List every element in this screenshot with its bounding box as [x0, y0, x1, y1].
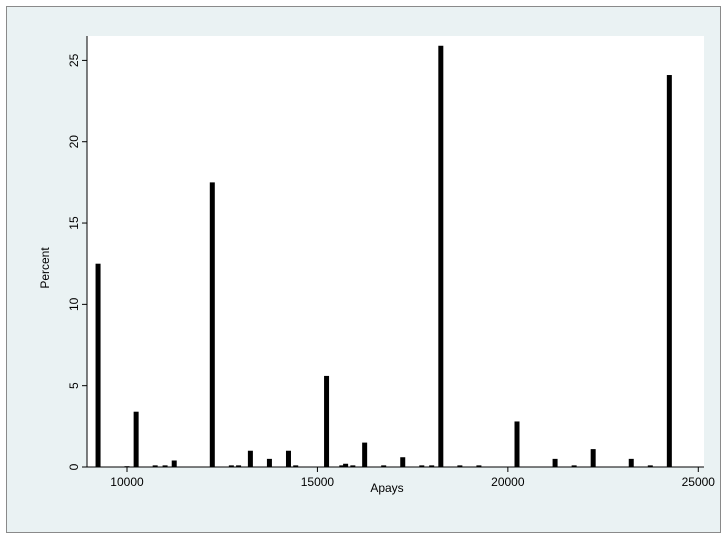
histogram-bar	[152, 465, 158, 467]
histogram-bar	[133, 411, 139, 467]
histogram-bar	[381, 465, 387, 467]
x-tick-label: 25000	[682, 475, 716, 489]
y-tick-label: 0	[67, 463, 81, 470]
histogram-bar	[476, 465, 482, 467]
histogram-bar	[171, 460, 177, 467]
y-tick-label: 5	[67, 382, 81, 389]
plot-area	[87, 36, 704, 467]
x-tick-label: 10000	[110, 475, 144, 489]
x-tick-label: 15000	[301, 475, 335, 489]
histogram-bar	[438, 45, 444, 467]
histogram-bar	[339, 465, 345, 467]
histogram-bar	[293, 465, 299, 467]
histogram-bar	[209, 182, 215, 467]
histogram-bar	[571, 465, 577, 467]
y-tick-label: 10	[67, 297, 81, 311]
histogram-chart: 10000 15000 20000 25000 0 5 10 15 20 25 Apays Pe…	[38, 36, 715, 495]
histogram-bar	[628, 458, 634, 467]
y-ticks-group: 0 5 10 15 20 25	[67, 53, 87, 470]
histogram-bar	[285, 450, 291, 467]
x-axis-title: Apays	[370, 481, 403, 495]
y-tick-label: 25	[67, 53, 81, 67]
y-axis-title: Percent	[38, 247, 52, 289]
histogram-bar	[266, 458, 272, 467]
chart-frame: 10000 15000 20000 25000 0 5 10 15 20 25 Apays Pe…	[6, 6, 721, 533]
histogram-bar	[362, 442, 368, 467]
x-ticks-group: 10000 15000 20000 25000	[110, 467, 715, 489]
histogram-bar	[400, 457, 406, 467]
histogram-bar	[350, 465, 356, 467]
histogram-bar	[457, 465, 463, 467]
histogram-bar	[324, 375, 330, 467]
histogram-bar	[666, 75, 672, 467]
bars-group	[95, 45, 672, 468]
histogram-bar	[236, 465, 242, 467]
histogram-bar	[343, 463, 349, 467]
histogram-bar	[162, 465, 168, 467]
histogram-bar	[95, 263, 101, 467]
histogram-bar	[647, 465, 653, 467]
y-tick-label: 20	[67, 135, 81, 149]
y-tick-label: 15	[67, 216, 81, 230]
histogram-bar	[419, 465, 425, 467]
histogram-bar	[429, 465, 435, 467]
histogram-bar	[590, 449, 596, 467]
x-tick-label: 20000	[491, 475, 525, 489]
histogram-bar	[247, 450, 253, 467]
histogram-bar	[514, 421, 520, 467]
histogram-bar	[552, 458, 558, 467]
histogram-bar	[228, 465, 234, 467]
